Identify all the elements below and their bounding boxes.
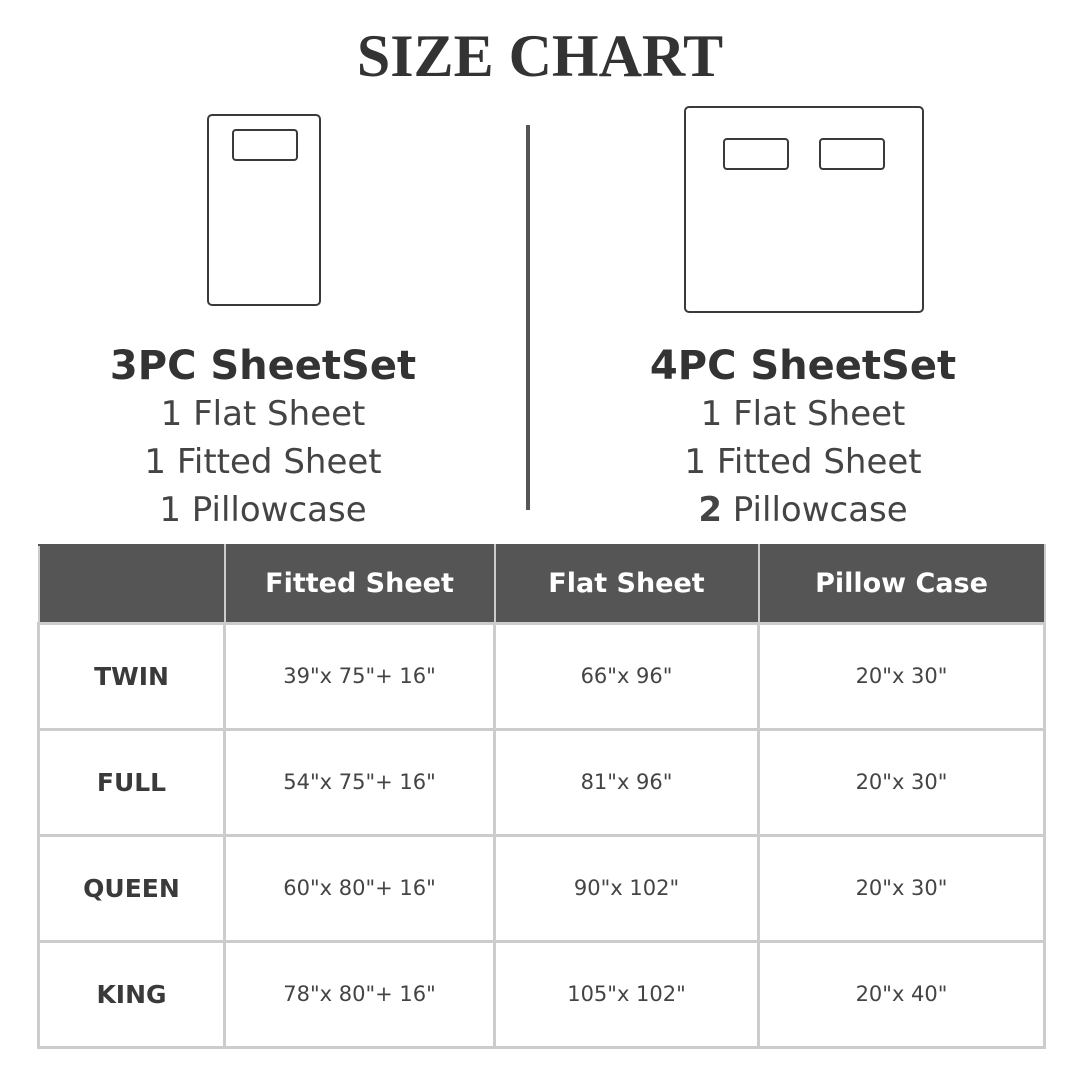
set-4pc: 4PC SheetSet 1 Flat Sheet 1 Fitted Sheet… (563, 342, 1043, 534)
size-table: Fitted Sheet Flat Sheet Pillow Case TWIN… (37, 544, 1046, 1049)
header-flat-sheet: Flat Sheet (493, 544, 760, 624)
set-item: 1 Flat Sheet (160, 394, 366, 434)
set-item: 1 Fitted Sheet (144, 442, 382, 482)
table-row: TWIN 39"x 75"+ 16" 66"x 96" 20"x 30" (37, 621, 1046, 731)
cell: 20"x 30" (757, 833, 1046, 943)
header-cell (37, 544, 226, 624)
set-title: 3PC SheetSet (109, 343, 417, 389)
table-row: FULL 54"x 75"+ 16" 81"x 96" 20"x 30" (37, 727, 1046, 837)
header-pillow-case: Pillow Case (757, 544, 1046, 624)
pillow-icon (723, 138, 789, 170)
size-label: QUEEN (37, 833, 226, 943)
cell: 54"x 75"+ 16" (223, 727, 496, 837)
pillow-icon (819, 138, 885, 170)
cell: 105"x 102" (493, 939, 760, 1049)
cell: 66"x 96" (493, 621, 760, 731)
size-label: FULL (37, 727, 226, 837)
king-bed-icon (684, 106, 924, 313)
page-title: SIZE CHART (356, 23, 724, 89)
item-label: Pillowcase (732, 490, 908, 530)
item-label: Pillowcase (191, 490, 367, 530)
cell: 81"x 96" (493, 727, 760, 837)
cell: 20"x 30" (757, 621, 1046, 731)
size-label: TWIN (37, 621, 226, 731)
set-title: 4PC SheetSet (649, 343, 957, 389)
cell: 39"x 75"+ 16" (223, 621, 496, 731)
cell: 78"x 80"+ 16" (223, 939, 496, 1049)
item-count: 2 (698, 490, 722, 530)
set-item: 1 Pillowcase (23, 486, 503, 534)
table-row: KING 78"x 80"+ 16" 105"x 102" 20"x 40" (37, 939, 1046, 1049)
cell: 60"x 80"+ 16" (223, 833, 496, 943)
set-item: 1 Fitted Sheet (684, 442, 922, 482)
table-row: QUEEN 60"x 80"+ 16" 90"x 102" 20"x 30" (37, 833, 1046, 943)
set-3pc: 3PC SheetSet 1 Flat Sheet 1 Fitted Sheet… (23, 342, 503, 534)
table-header: Fitted Sheet Flat Sheet Pillow Case (37, 544, 1046, 624)
set-item: 1 Flat Sheet (700, 394, 906, 434)
cell: 20"x 40" (757, 939, 1046, 1049)
cell: 20"x 30" (757, 727, 1046, 837)
size-label: KING (37, 939, 226, 1049)
item-count: 1 (159, 490, 181, 530)
twin-bed-icon (207, 114, 321, 306)
header-fitted-sheet: Fitted Sheet (223, 544, 496, 624)
pillow-icon (232, 129, 298, 161)
set-item: 2 Pillowcase (563, 486, 1043, 534)
divider (526, 125, 530, 510)
cell: 90"x 102" (493, 833, 760, 943)
